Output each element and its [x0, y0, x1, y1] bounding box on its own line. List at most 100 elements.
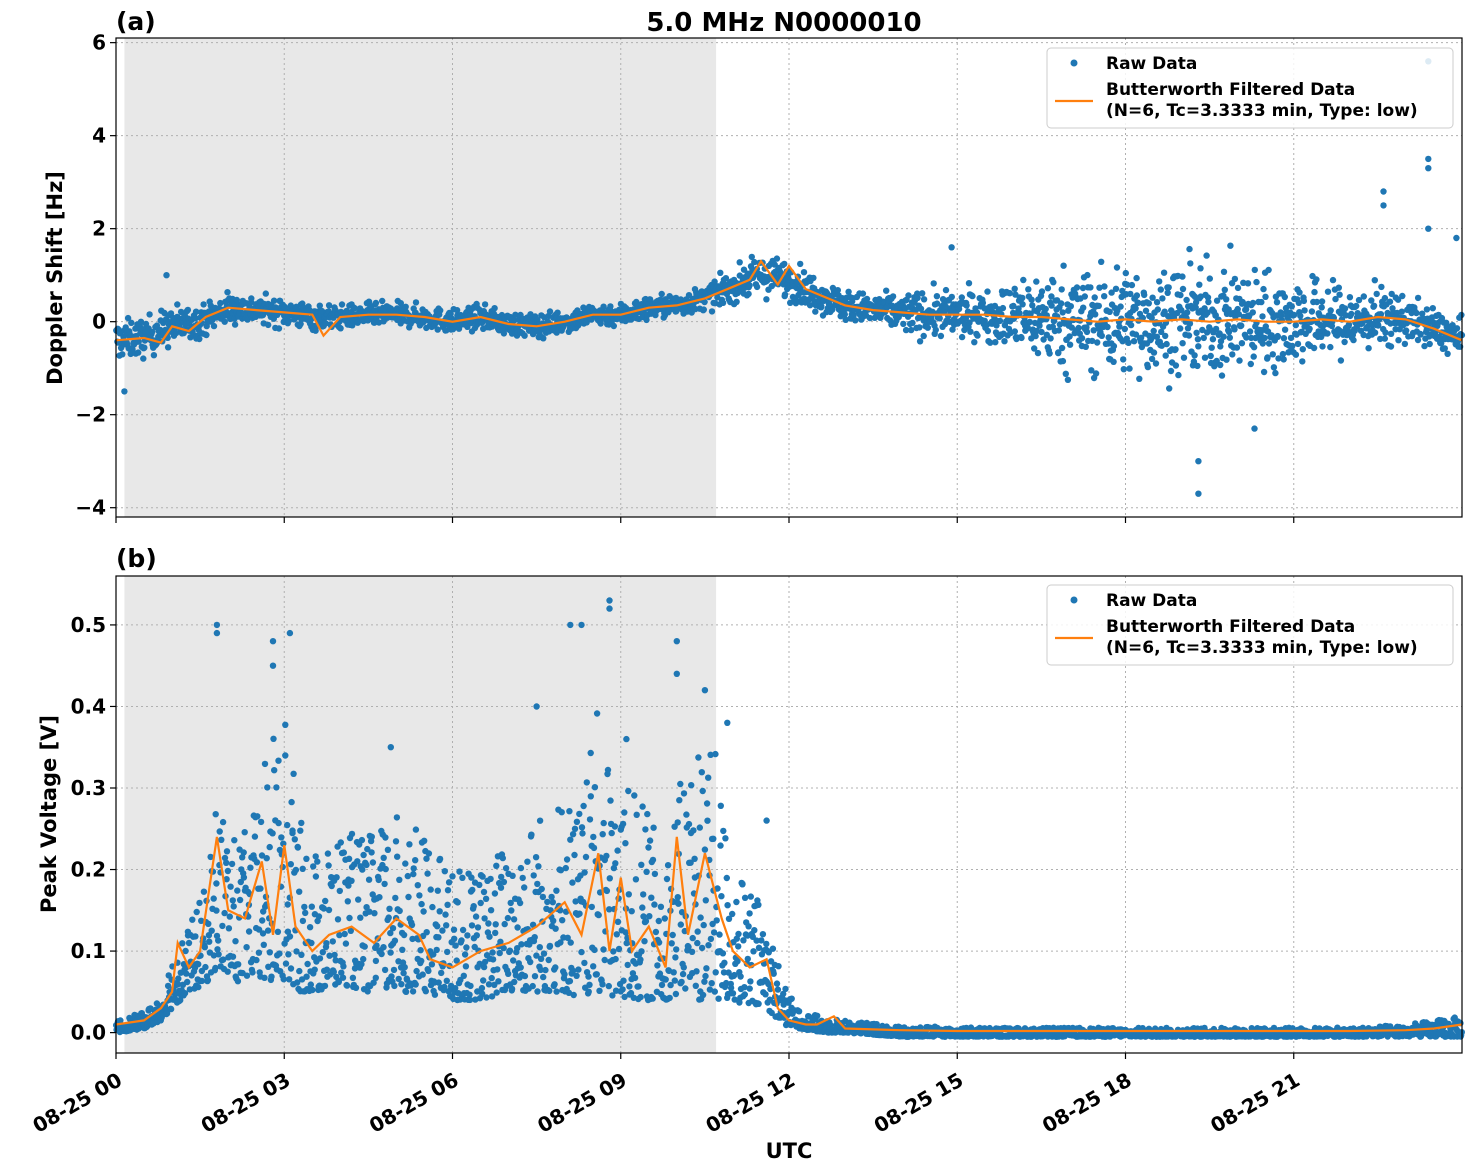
raw-data-point [546, 988, 552, 994]
raw-data-point [1043, 306, 1049, 312]
raw-data-point [189, 917, 195, 923]
raw-data-point [206, 939, 212, 945]
raw-data-point [373, 300, 379, 306]
raw-data-point [435, 888, 441, 894]
raw-data-point [648, 895, 654, 901]
raw-data-point [381, 855, 387, 861]
raw-data-point [235, 978, 241, 984]
raw-data-point [1120, 356, 1126, 362]
raw-data-point [225, 969, 231, 975]
raw-data-point [1296, 289, 1302, 295]
raw-data-point [312, 967, 318, 973]
raw-data-point [852, 317, 858, 323]
raw-data-point [1395, 337, 1401, 343]
raw-data-point [411, 865, 417, 871]
raw-data-point [524, 859, 530, 865]
raw-data-point [1047, 335, 1053, 341]
raw-data-point [243, 944, 249, 950]
raw-data-point [293, 867, 299, 873]
raw-data-point [705, 775, 711, 781]
raw-data-point [1096, 303, 1102, 309]
raw-data-point [488, 907, 494, 913]
raw-data-point [1330, 277, 1336, 283]
raw-data-point [1210, 336, 1216, 342]
raw-data-point [721, 960, 727, 966]
raw-data-point [540, 335, 546, 341]
raw-data-point [410, 988, 416, 994]
raw-data-point [1260, 286, 1266, 292]
raw-data-point [699, 945, 705, 951]
raw-data-point [735, 943, 741, 949]
raw-data-point [505, 915, 511, 921]
raw-data-point [424, 870, 430, 876]
raw-data-point [594, 710, 600, 716]
raw-data-point [1196, 282, 1202, 288]
raw-data-point [921, 296, 927, 302]
raw-data-point [1262, 335, 1268, 341]
raw-data-point [301, 904, 307, 910]
raw-data-point [997, 318, 1003, 324]
raw-data-point [1123, 270, 1129, 276]
raw-data-point [1415, 337, 1421, 343]
raw-data-point [713, 969, 719, 975]
raw-data-point [681, 964, 687, 970]
raw-data-point [289, 827, 295, 833]
raw-data-point [860, 290, 866, 296]
raw-data-point [438, 970, 444, 976]
raw-data-point [278, 834, 284, 840]
raw-data-point [344, 982, 350, 988]
raw-data-point [603, 853, 609, 859]
raw-data-point [573, 973, 579, 979]
raw-data-point [483, 896, 489, 902]
raw-data-point [476, 882, 482, 888]
raw-data-point [196, 900, 202, 906]
raw-data-point [119, 351, 125, 357]
raw-data-point [1350, 337, 1356, 343]
raw-data-point [658, 904, 664, 910]
raw-data-point [444, 902, 450, 908]
raw-data-point [343, 940, 349, 946]
raw-data-point [550, 918, 556, 924]
raw-data-point [195, 984, 201, 990]
raw-data-point [574, 819, 580, 825]
raw-data-point [483, 994, 489, 1000]
raw-data-point [590, 963, 596, 969]
raw-data-point [747, 985, 753, 991]
raw-data-point [1107, 309, 1113, 315]
raw-data-point [540, 974, 546, 980]
raw-data-point [697, 824, 703, 830]
raw-data-point [534, 881, 540, 887]
raw-data-point [232, 938, 238, 944]
raw-data-point [1252, 267, 1258, 273]
raw-data-point [654, 962, 660, 968]
raw-data-point [1201, 335, 1207, 341]
raw-data-point [532, 934, 538, 940]
raw-data-point [349, 831, 355, 837]
raw-data-point [576, 911, 582, 917]
raw-data-point [1248, 361, 1254, 367]
raw-data-point [498, 885, 504, 891]
raw-data-outlier [1380, 202, 1386, 208]
raw-data-point [612, 823, 618, 829]
raw-data-point [479, 985, 485, 991]
raw-data-point [185, 307, 191, 313]
raw-data-point [1444, 351, 1450, 357]
raw-data-point [1186, 332, 1192, 338]
raw-data-point [700, 992, 706, 998]
raw-data-point [1121, 366, 1127, 372]
raw-data-point [302, 910, 308, 916]
raw-data-point [675, 901, 681, 907]
raw-data-point [461, 973, 467, 979]
raw-data-point [1080, 305, 1086, 311]
raw-data-point [444, 978, 450, 984]
raw-data-point [333, 874, 339, 880]
raw-data-point [396, 877, 402, 883]
raw-data-point [218, 837, 224, 843]
raw-data-point [271, 298, 277, 304]
raw-data-point [464, 932, 470, 938]
raw-data-point [1232, 276, 1238, 282]
raw-data-point [751, 927, 757, 933]
raw-data-point [1166, 284, 1172, 290]
raw-data-point [676, 797, 682, 803]
raw-data-point [664, 876, 670, 882]
